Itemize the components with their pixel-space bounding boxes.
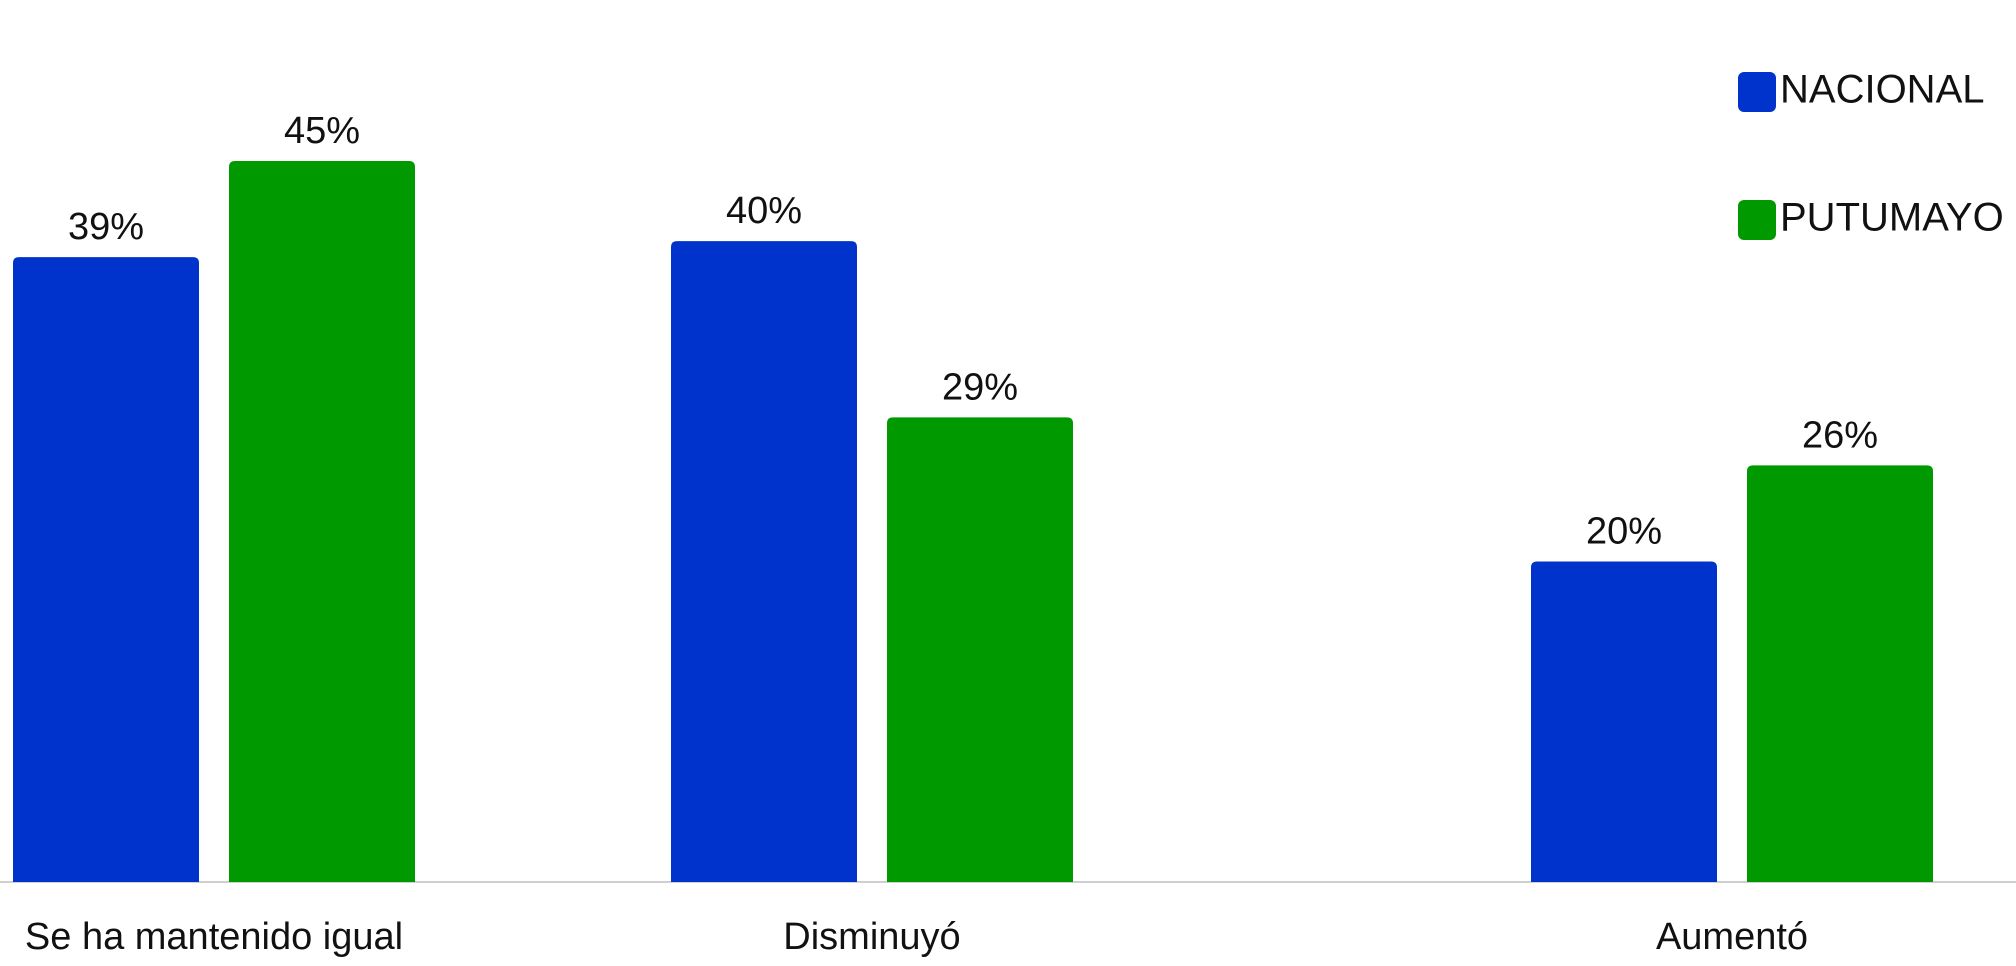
value-label: 45%	[284, 110, 360, 152]
x-tick-label: Aumentó	[1656, 916, 1808, 958]
bar	[229, 161, 415, 882]
legend-label: NACIONAL	[1780, 68, 1985, 112]
x-tick-label: Se ha mantenido igual	[25, 916, 403, 958]
bar	[1747, 465, 1933, 882]
value-label: 29%	[942, 366, 1018, 408]
bar	[671, 241, 857, 883]
legend-swatch	[1738, 200, 1776, 240]
bar	[887, 417, 1073, 882]
bar	[13, 257, 199, 883]
value-label: 20%	[1586, 511, 1662, 553]
value-label: 39%	[68, 206, 144, 248]
legend-swatch	[1738, 72, 1776, 112]
value-label: 40%	[726, 190, 802, 232]
legend-label: PUTUMAYO	[1780, 196, 2004, 240]
x-tick-label: Disminuyó	[783, 916, 960, 958]
bar	[1531, 561, 1717, 882]
value-label: 26%	[1802, 414, 1878, 456]
